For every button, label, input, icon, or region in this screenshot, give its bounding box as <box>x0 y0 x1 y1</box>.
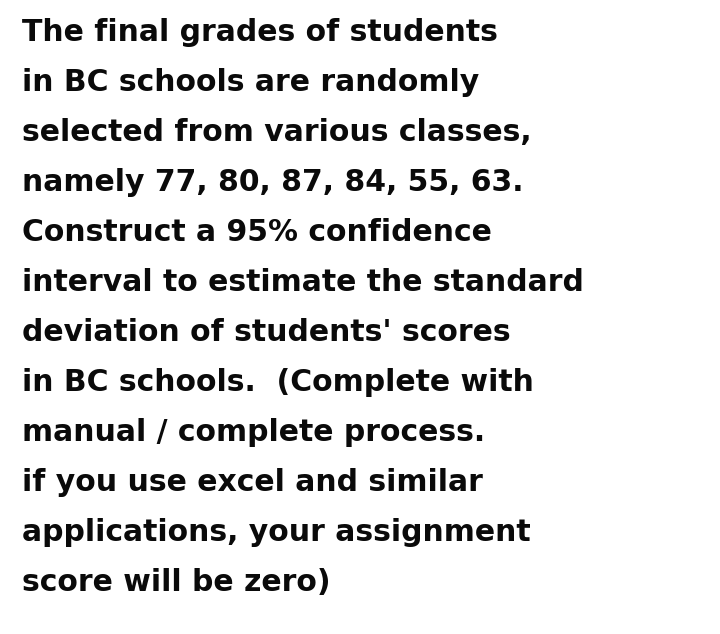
Text: Construct a 95% confidence: Construct a 95% confidence <box>22 218 492 247</box>
Text: score will be zero): score will be zero) <box>22 568 330 597</box>
Text: selected from various classes,: selected from various classes, <box>22 118 531 147</box>
Text: if you use excel and similar: if you use excel and similar <box>22 468 483 497</box>
Text: deviation of students' scores: deviation of students' scores <box>22 318 510 347</box>
Text: in BC schools are randomly: in BC schools are randomly <box>22 68 480 97</box>
Text: manual / complete process.: manual / complete process. <box>22 418 485 447</box>
Text: applications, your assignment: applications, your assignment <box>22 518 531 547</box>
Text: namely 77, 80, 87, 84, 55, 63.: namely 77, 80, 87, 84, 55, 63. <box>22 168 523 197</box>
Text: in BC schools.  (Complete with: in BC schools. (Complete with <box>22 368 534 397</box>
Text: The final grades of students: The final grades of students <box>22 18 498 47</box>
Text: interval to estimate the standard: interval to estimate the standard <box>22 268 584 297</box>
